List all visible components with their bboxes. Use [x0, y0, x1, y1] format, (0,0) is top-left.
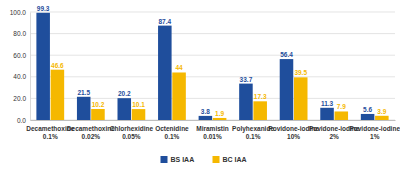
- y-tick: 80.0: [13, 30, 30, 37]
- data-label: 1.9: [215, 110, 224, 117]
- bar: [158, 26, 172, 120]
- x-tick-label-line: 0.1%: [165, 133, 180, 140]
- y-tick-label: 40.0: [13, 73, 26, 80]
- bar: [199, 116, 213, 120]
- bar: [77, 97, 91, 120]
- bar: [253, 101, 267, 120]
- y-axis: 0.0 20.0 40.0 60.0 80.0 100.0: [10, 9, 31, 124]
- legend: BS IAA BC IAA: [161, 156, 247, 163]
- data-label: 7.9: [337, 103, 346, 110]
- x-tick: Miramistin0.01%: [196, 120, 229, 140]
- x-axis-line: [31, 120, 396, 121]
- bar: [91, 109, 105, 120]
- x-tick-label-line: Chlorhexidine: [110, 125, 154, 132]
- chart: 0.0 20.0 40.0 60.0 80.0 100.0 Decamethoxine 0.1…: [0, 0, 400, 172]
- grid-line: [30, 55, 395, 56]
- grid: [30, 12, 395, 120]
- data-label: 33.7: [240, 76, 253, 83]
- bar: [36, 13, 50, 120]
- data-label: 5.6: [363, 106, 372, 113]
- y-tick-label: 100.0: [10, 9, 27, 16]
- grid-line: [30, 12, 395, 13]
- bar: [280, 59, 294, 120]
- bar: [320, 108, 334, 120]
- data-label: 39.5: [294, 69, 307, 76]
- data-label: 46.6: [51, 62, 64, 69]
- data-label: 10.2: [92, 101, 105, 108]
- legend-label: BS IAA: [171, 156, 195, 163]
- bar: [239, 84, 253, 120]
- legend-label: BC IAA: [223, 156, 247, 163]
- y-tick-label: 20.0: [13, 95, 26, 102]
- bar: [118, 98, 132, 120]
- data-label: 99.3: [37, 5, 50, 12]
- y-tick: 40.0: [13, 73, 30, 80]
- data-label: 11.3: [321, 100, 334, 107]
- x-tick-label: Decamethoxine0.02%: [67, 125, 115, 139]
- grid-line: [30, 33, 395, 34]
- x-tick-label-line: 0.1%: [43, 133, 58, 140]
- x-tick-label-line: 0.01%: [203, 133, 222, 140]
- x-tick: Octenidine0.1%: [155, 120, 189, 140]
- y-tick-label: 0.0: [17, 117, 26, 124]
- x-axis: Decamethoxine 0.1% Decamethoxine0.02%Chlor…: [26, 120, 400, 140]
- x-tick-label-line: Povidone-iodine: [349, 125, 400, 132]
- bar: [51, 70, 65, 120]
- x-tick-label-line: 1%: [370, 133, 380, 140]
- bars: [36, 13, 388, 120]
- bar: [375, 116, 389, 120]
- y-tick: 100.0: [10, 9, 30, 16]
- data-label: 3.9: [377, 108, 386, 115]
- bar: [335, 111, 349, 120]
- y-axis-line: [30, 13, 31, 121]
- bar: [132, 109, 146, 120]
- bar: [213, 118, 227, 120]
- data-label: 17.3: [254, 93, 267, 100]
- x-tick-label-line: 0.05%: [122, 133, 141, 140]
- data-label: 87.4: [158, 18, 171, 25]
- x-tick-label: Octenidine0.1%: [155, 125, 189, 139]
- x-tick-label-line: 10%: [287, 133, 300, 140]
- data-labels: 99.3 21.5 20.2 87.4 3.8 33.7 56.4 11.3 5.6 46.6 10…: [37, 5, 387, 117]
- x-tick: Chlorhexidine0.05%: [110, 120, 154, 140]
- x-tick-label: Povidone-iodine1%: [349, 125, 400, 139]
- bar: [294, 77, 308, 120]
- x-tick-label: Miramistin0.01%: [196, 125, 229, 139]
- x-tick-label-line: 0.02%: [82, 133, 101, 140]
- x-tick-label-line: 0.1%: [246, 133, 261, 140]
- y-tick-label: 60.0: [13, 52, 26, 59]
- x-tick-label-line: Octenidine: [155, 125, 189, 132]
- bar: [172, 72, 186, 120]
- legend-swatch: [161, 156, 168, 163]
- data-label: 10.1: [132, 101, 145, 108]
- bar: [361, 114, 375, 120]
- data-label: 56.4: [280, 51, 293, 58]
- legend-swatch: [213, 156, 220, 163]
- y-tick: 0.0: [17, 117, 30, 124]
- plot: 0.0 20.0 40.0 60.0 80.0 100.0 Decamethoxine 0.1…: [10, 5, 400, 140]
- data-label: 20.2: [118, 90, 131, 97]
- x-tick: Decamethoxine0.02%: [67, 120, 115, 140]
- grid-line: [30, 76, 395, 77]
- x-tick-label: Chlorhexidine0.05%: [110, 125, 154, 139]
- data-label: 44: [175, 64, 183, 71]
- y-tick: 20.0: [13, 95, 30, 102]
- x-tick-label-line: 2%: [329, 133, 339, 140]
- x-tick: Povidone-iodine1%: [349, 120, 400, 140]
- x-tick-label-line: Miramistin: [196, 125, 229, 132]
- y-tick-label: 80.0: [13, 30, 26, 37]
- x-tick-label-line: Decamethoxine: [67, 125, 115, 132]
- data-label: 21.5: [77, 89, 90, 96]
- y-tick: 60.0: [13, 52, 30, 59]
- data-label: 3.8: [201, 108, 210, 115]
